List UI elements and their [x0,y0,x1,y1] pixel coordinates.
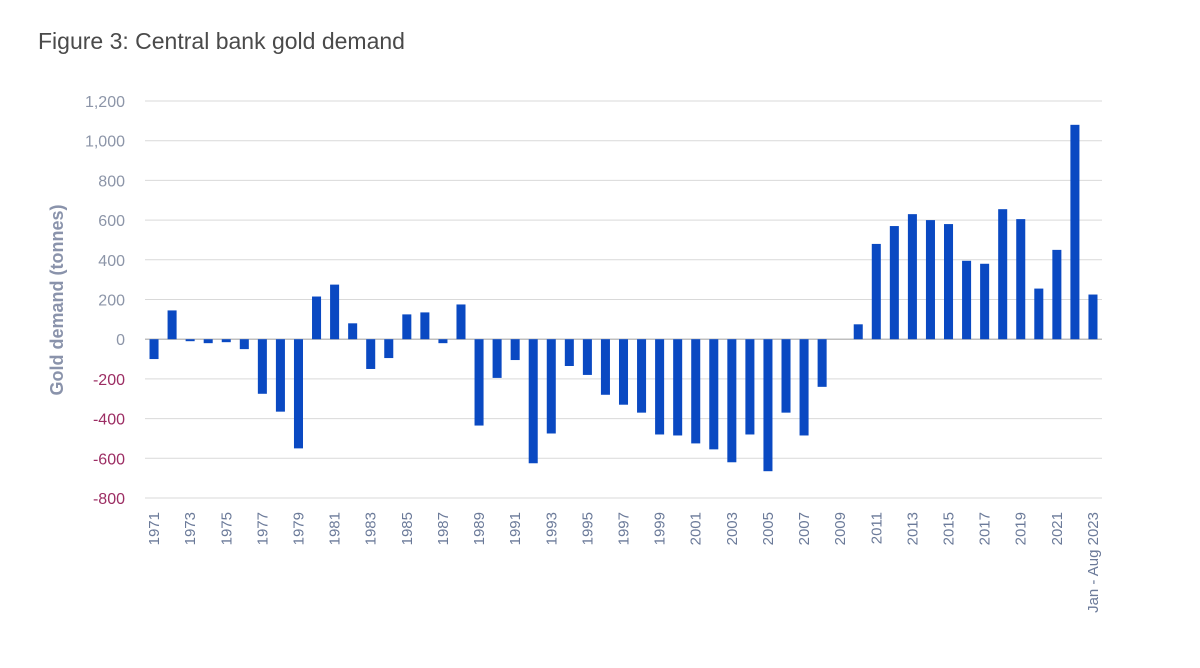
x-tick-label: 2011 [868,512,885,544]
bar [582,339,592,375]
bar [293,339,303,449]
x-tick-label: 2013 [904,512,921,545]
y-tick-label: 400 [98,253,125,270]
bar [149,339,159,360]
y-tick-label: 600 [98,213,125,230]
x-tick-label: 2007 [796,512,813,545]
bar [474,339,484,426]
bar [366,339,376,369]
bar [420,312,430,340]
x-tick-label: Jan - Aug 2023 [1085,512,1102,613]
x-tick-label: 2019 [1013,512,1030,545]
x-tick-label: 2009 [832,512,849,545]
x-tick-label: 1975 [218,512,235,545]
bar [203,339,213,344]
x-tick-label: 1997 [616,512,633,545]
bar [600,339,610,395]
bar [492,339,502,378]
bars [149,124,1098,472]
x-tick-label: 1987 [435,512,452,545]
x-tick-label: 1973 [182,512,199,545]
bar [817,339,827,387]
bar [510,339,520,361]
y-tick-label: 1,200 [85,94,125,111]
y-tick-label: -200 [93,372,125,389]
x-tick-label: 2001 [688,512,705,545]
x-tick-label: 1989 [471,512,488,545]
bar [456,304,466,340]
y-axis-label: Gold demand (tonnes) [47,204,67,395]
bar [727,339,737,463]
x-tick-label: 2005 [760,512,777,545]
bar [907,214,917,340]
x-tick-label: 1981 [327,512,344,545]
bar [239,339,249,350]
bar [275,339,285,412]
bar [944,224,954,340]
bar [528,339,538,464]
x-tick-label: 1995 [579,512,596,545]
x-tick-label: 1999 [652,512,669,545]
bar [564,339,574,366]
bar [1034,288,1044,340]
y-axis-ticks: 1,200 1,000 800 600 400 200 0 -200 -400 -600 -800 [85,94,125,508]
bar [402,314,412,340]
bar [1070,124,1080,340]
y-tick-label: -800 [93,491,125,508]
y-tick-label: -600 [93,451,125,468]
x-tick-label: 1983 [363,512,380,545]
y-tick-label: 200 [98,293,125,310]
x-tick-label: 2021 [1049,512,1066,545]
bar [312,296,322,340]
bar [348,323,358,340]
bar [167,310,177,340]
bar [673,339,683,436]
x-tick-label: 1977 [254,512,271,545]
bar [853,324,863,340]
bar [618,339,629,405]
bar [763,339,773,472]
x-tick-label: 2003 [724,512,741,545]
x-tick-label: 1985 [399,512,416,545]
x-tick-label: 2017 [977,512,994,545]
gridlines [145,100,1102,499]
y-tick-label: 0 [116,332,125,349]
y-tick-label: 1,000 [85,134,125,151]
bar [709,339,719,450]
x-tick-label: 2015 [941,512,958,545]
bar [980,263,990,340]
bar [1088,294,1098,340]
bar [438,339,448,344]
bar [546,339,556,434]
bar [655,339,665,435]
y-tick-label: -400 [93,412,125,429]
bar [185,339,195,342]
x-tick-label: 1993 [543,512,560,545]
bar [871,243,881,340]
bar [889,226,899,340]
bar [799,339,809,436]
bar [637,339,647,413]
bar [745,339,755,435]
x-tick-label: 1971 [146,512,163,545]
x-axis-ticks: 1971 1973 1975 1977 1979 1981 1983 1985 1987 1989… [146,512,1102,613]
y-tick-label: 800 [98,173,125,190]
bar [691,339,701,444]
x-tick-label: 1979 [290,512,307,545]
bar [962,260,972,340]
chart-title: Figure 3: Central bank gold demand [38,28,405,54]
bar [781,339,791,413]
x-tick-label: 1991 [507,512,524,545]
bar [330,284,340,340]
bar [1052,249,1062,340]
bar [998,209,1008,340]
bar [1016,219,1026,340]
bar [384,339,394,359]
bar [221,339,231,343]
bar [257,339,267,394]
bar [925,220,935,340]
